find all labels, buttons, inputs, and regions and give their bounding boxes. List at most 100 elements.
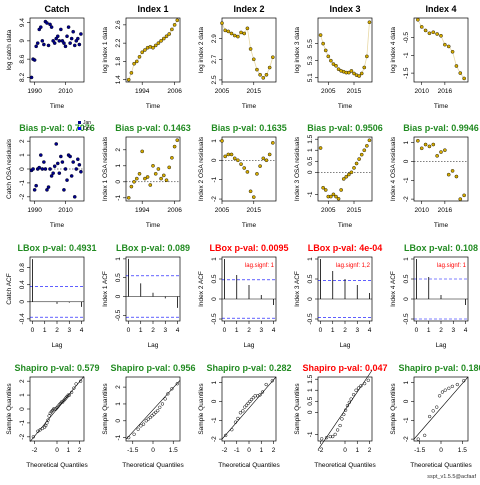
x-tick-label: 1990 [27,207,42,214]
residual-point [261,156,266,161]
x-tick-label: 0 [415,327,419,334]
data-point [52,41,57,45]
residual-point [159,176,163,181]
x-tick-label: 0 [439,447,443,454]
x-tick-label: 2010 [58,207,73,214]
qq-point [447,386,451,390]
y-axis-label: Catch OSA residuals [6,138,13,199]
data-point [132,61,136,66]
qq-point [127,435,131,440]
residual-point [419,146,424,151]
x-tick-label: 2015 [247,88,262,95]
data-point [349,69,354,73]
residual-point [60,160,65,164]
residual-point [63,167,68,171]
qq-point [320,437,324,441]
residual-point [65,178,69,182]
qq-point [450,384,455,389]
qq-reference-line [221,376,277,440]
residual-point [71,160,75,164]
data-point [77,42,82,47]
x-tick-label: 3 [67,327,71,334]
qq-point [351,393,356,397]
y-axis-label: Index 3 OSA residuals [294,136,301,201]
residual-point [153,171,158,176]
y-tick-label: 1 [403,380,410,384]
y-tick-label: 5.5 [307,39,314,48]
y-tick-label: 2.9 [211,34,218,43]
x-tick-label: -2 [32,447,38,454]
data-point [323,48,328,53]
y-tick-label: 0 [115,419,122,423]
x-tick-label: 2006 [167,207,182,214]
data-point [352,71,356,76]
data-point [164,34,169,39]
data-point [167,32,171,36]
data-point [143,48,147,52]
qq-point [356,386,361,390]
residual-point [352,166,356,170]
y-tick-label: 0.5 [211,274,218,283]
y-tick-label: 0.8 [19,263,26,272]
data-point [245,26,250,31]
data-point [159,39,163,43]
residual-point [450,169,455,173]
series-line [417,19,465,79]
residual-point [344,174,349,179]
panel-title-row1-3: Index 2 [233,4,264,14]
x-tick-label: 1994 [135,207,150,214]
y-axis-label: log index 1 data [102,27,109,73]
y-tick-label: -1 [19,180,26,186]
x-tick-label: 4 [368,327,372,334]
data-point [129,71,134,75]
qq-point [230,428,234,432]
y-tick-label: 0 [403,159,410,163]
qq-point [244,403,249,407]
lag-significance-note: lag.signf: 1,2 [336,263,371,269]
qq-point [236,416,240,421]
plot-frame-row1-5 [413,17,469,83]
y-tick-label: 1 [115,402,122,406]
y-tick-label: 0.4 [19,280,26,289]
x-tick-label: 0 [247,447,251,454]
y-tick-label: 0.5 [307,396,314,405]
data-point [223,28,227,33]
data-point [34,44,38,49]
y-tick-label: -2 [403,436,410,442]
residual-point [68,154,72,159]
y-axis-label: Index 1 ACF [102,271,109,307]
residual-point [255,172,259,176]
qq-point [132,432,136,436]
y-tick-label: 1 [115,257,122,261]
qq-point [78,379,83,383]
data-point [226,29,231,34]
data-point [62,41,66,45]
residual-point [57,171,62,175]
residual-point [31,167,35,171]
residual-point [137,171,142,176]
residual-point [55,161,60,166]
data-point [161,36,166,41]
qq-point [260,390,265,394]
x-axis-label: Time [146,103,161,110]
y-tick-label: 2 [19,139,26,143]
data-point [236,34,240,39]
y-tick-label: 9 [19,39,26,43]
residual-point [129,184,134,189]
data-point [318,33,323,37]
panel-title-row3-2: LBox p-val: 0.089 [116,243,190,253]
data-point [357,74,361,78]
y-axis-label: log index 3 data [294,27,301,73]
residual-point [76,157,80,162]
data-point [458,71,463,75]
data-point [336,67,341,71]
y-tick-label: -1 [115,195,122,201]
qq-point [264,382,268,387]
series-line [320,22,370,77]
data-point [172,23,177,27]
data-point [431,30,436,35]
panel-title-row4-5: Shapiro p-val: 0.180 [398,363,480,373]
residual-point [239,162,243,166]
y-tick-label: 1 [19,393,26,397]
x-tick-label: 0 [127,327,131,334]
